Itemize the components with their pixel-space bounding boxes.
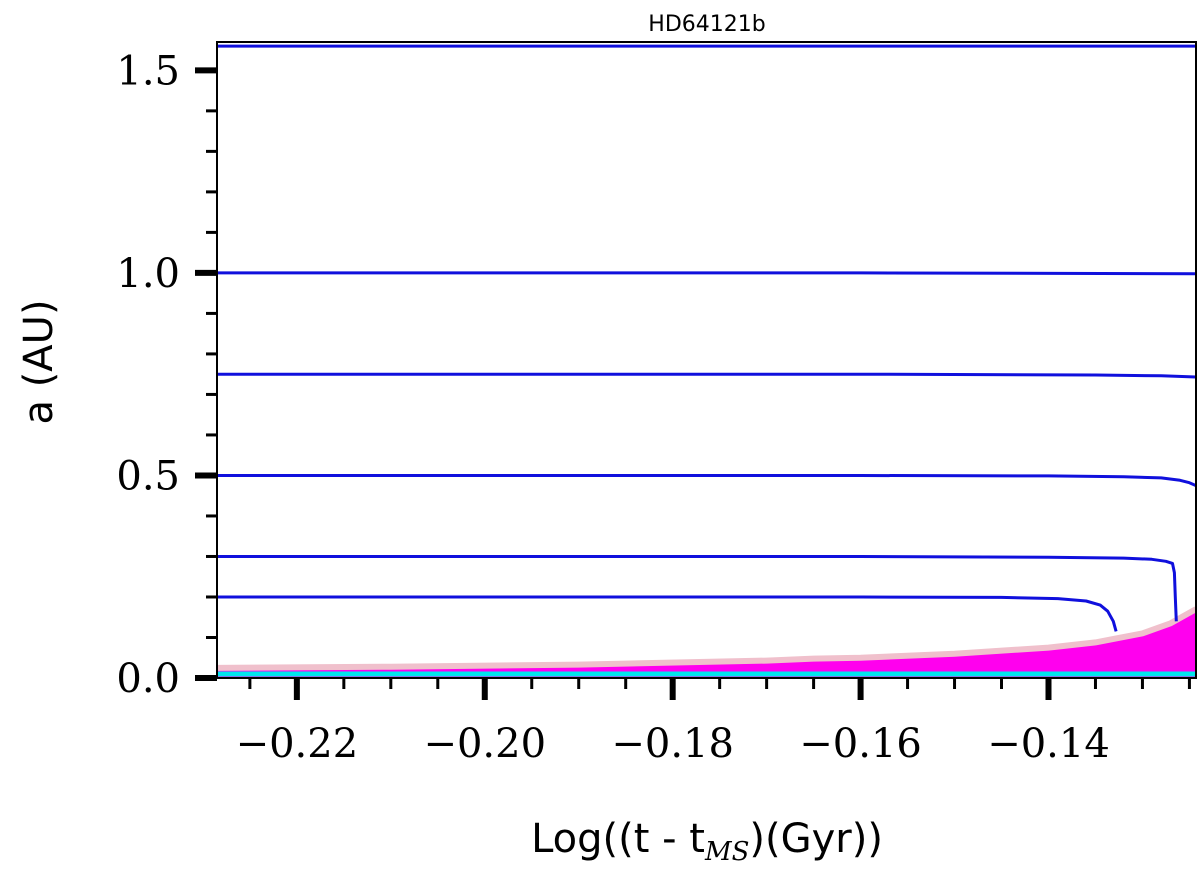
y-tick-label: 0.5 [116, 453, 180, 499]
y-axis-label: a (AU) [16, 299, 62, 424]
x-axis: −0.22 −0.20 −0.18 −0.16 −0.14 [236, 678, 1191, 767]
chart-title: HD64121b [648, 12, 765, 37]
y-tick-label: 1.0 [116, 251, 180, 297]
x-tick-label: −0.16 [799, 721, 922, 767]
orbit-series-line [217, 271, 1196, 276]
y-tick-label: 0.0 [116, 656, 180, 702]
y-axis: 0.0 0.5 1.0 1.5 [116, 48, 217, 702]
x-axis-label-main: Log((t - t [531, 816, 705, 862]
y-tick-label: 1.5 [116, 48, 180, 94]
plot-frame [216, 41, 1197, 679]
orbit-series-line [217, 595, 1118, 632]
x-tick-label: −0.14 [987, 721, 1110, 767]
x-tick-label: −0.20 [423, 721, 546, 767]
x-axis-label-end: )(Gyr)) [749, 816, 883, 862]
orbit-series-line [217, 555, 1178, 622]
plot-marks [217, 44, 1196, 678]
x-tick-label: −0.22 [236, 721, 359, 767]
x-axis-label-subscript: MS [704, 837, 749, 867]
stellar-radius-edge [217, 606, 1196, 671]
plot-area [217, 44, 1196, 678]
stellar-radius-area [217, 609, 1196, 678]
orbit-series-line [217, 372, 1196, 379]
x-tick-label: −0.18 [611, 721, 734, 767]
x-axis-label: Log((t - tMS)(Gyr)) [531, 816, 883, 867]
orbit-series-line [217, 474, 1196, 487]
